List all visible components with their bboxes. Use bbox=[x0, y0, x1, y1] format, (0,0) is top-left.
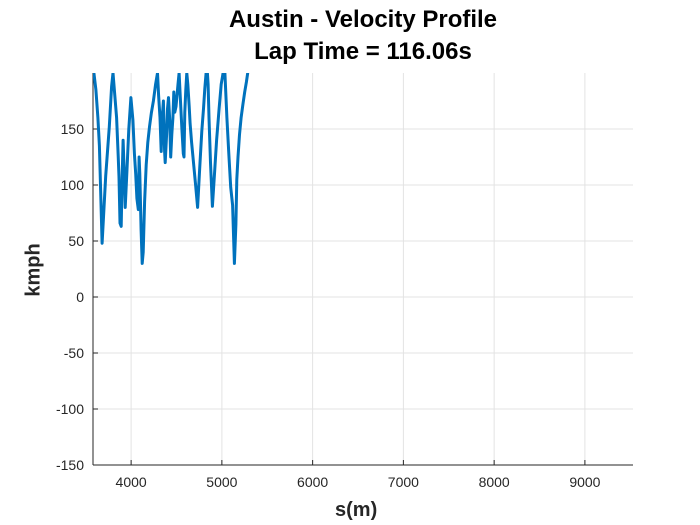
y-tick-label: 150 bbox=[61, 121, 85, 137]
x-axis-label: s(m) bbox=[335, 499, 378, 521]
velocity-series-line bbox=[93, 73, 250, 265]
y-tick-label: -150 bbox=[56, 457, 84, 473]
y-tick-label: 100 bbox=[61, 177, 85, 193]
y-tick-label: -50 bbox=[64, 345, 84, 361]
chart-title-line-2: Lap Time = 116.06s bbox=[254, 38, 472, 65]
y-tick-label: -100 bbox=[56, 401, 84, 417]
x-tick-label: 5000 bbox=[206, 474, 237, 490]
x-tick-label: 6000 bbox=[297, 474, 328, 490]
y-tick-label: 50 bbox=[68, 233, 84, 249]
x-tick-label: 9000 bbox=[569, 474, 600, 490]
y-tick-label: 0 bbox=[76, 289, 84, 305]
x-tick-label: 7000 bbox=[388, 474, 419, 490]
x-tick-label: 8000 bbox=[479, 474, 510, 490]
y-axis-label: kmph bbox=[22, 243, 45, 297]
x-tick-label: 4000 bbox=[116, 474, 147, 490]
chart-title-line-1: Austin - Velocity Profile bbox=[228, 6, 498, 33]
